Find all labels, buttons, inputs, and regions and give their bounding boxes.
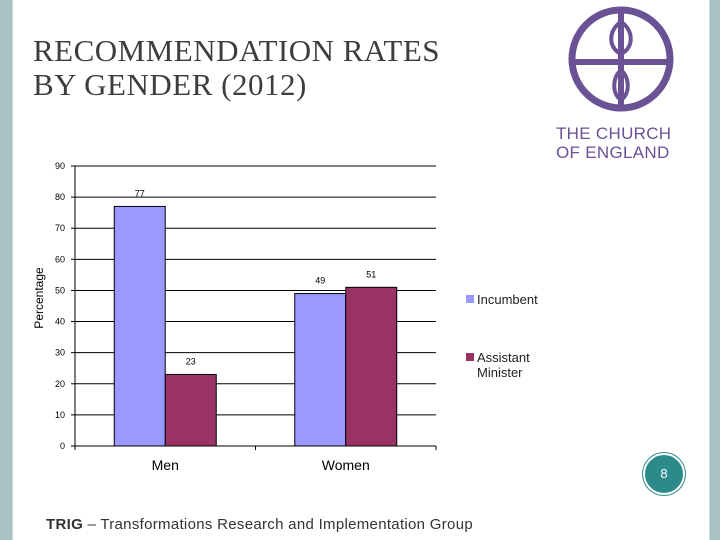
legend-item-incumbent: Incumbent — [466, 292, 586, 312]
category-label: Women — [322, 457, 370, 473]
bar-incumbent — [113, 205, 166, 447]
data-label: 49 — [315, 276, 325, 286]
bar-incumbent — [294, 293, 347, 447]
y-tick-label: 80 — [55, 192, 65, 202]
legend-label-assistant-minister: Assistant Minister — [477, 350, 530, 380]
data-label: 23 — [186, 356, 196, 366]
left-frame-border — [0, 0, 12, 540]
bar-assistant-minister — [164, 373, 217, 447]
y-tick-label: 60 — [55, 254, 65, 264]
legend-swatch-assistant-minister — [466, 353, 474, 361]
footer-text: TRIG – Transformations Research and Impl… — [46, 516, 473, 533]
legend-label-incumbent: Incumbent — [477, 292, 538, 307]
chart-legend: Incumbent Assistant Minister — [466, 292, 586, 380]
logo-text-line1: THE CHURCH — [556, 124, 672, 143]
y-tick-label: 0 — [60, 441, 65, 451]
slide-title: RECOMMENDATION RATES BY GENDER (2012) — [33, 34, 503, 102]
footer-description: – Transformations Research and Implement… — [83, 516, 473, 533]
y-axis-label: Percentage — [32, 267, 46, 329]
y-tick-label: 50 — [55, 285, 65, 295]
logo-text-line2: OF ENGLAND — [556, 143, 670, 162]
slide-title-line2: BY GENDER (2012) — [33, 67, 307, 102]
legend-item-assistant-minister: Assistant Minister — [466, 350, 586, 380]
y-tick-label: 70 — [55, 223, 65, 233]
data-label: 77 — [135, 188, 145, 198]
slide-title-line1: RECOMMENDATION RATES — [33, 33, 440, 68]
y-tick-label: 40 — [55, 317, 65, 327]
y-tick-label: 30 — [55, 348, 65, 358]
legend-swatch-incumbent — [466, 295, 474, 303]
data-label: 51 — [366, 269, 376, 279]
y-tick-label: 10 — [55, 410, 65, 420]
bar-chart: 0 10 20 30 40 50 60 70 80 90 77 23 Men 49 51 Women Perce… — [32, 161, 437, 473]
category-label: Men — [152, 457, 179, 473]
y-tick-label: 90 — [55, 161, 65, 171]
y-tick-label: 20 — [55, 379, 65, 389]
right-frame-border — [708, 0, 720, 540]
church-of-england-logo-icon — [568, 6, 674, 112]
bar-assistant-minister — [345, 286, 398, 447]
footer-abbreviation: TRIG — [46, 516, 84, 533]
logo-text: THE CHURCH OF ENGLAND — [556, 124, 688, 162]
page-number-badge: 8 — [643, 453, 685, 495]
